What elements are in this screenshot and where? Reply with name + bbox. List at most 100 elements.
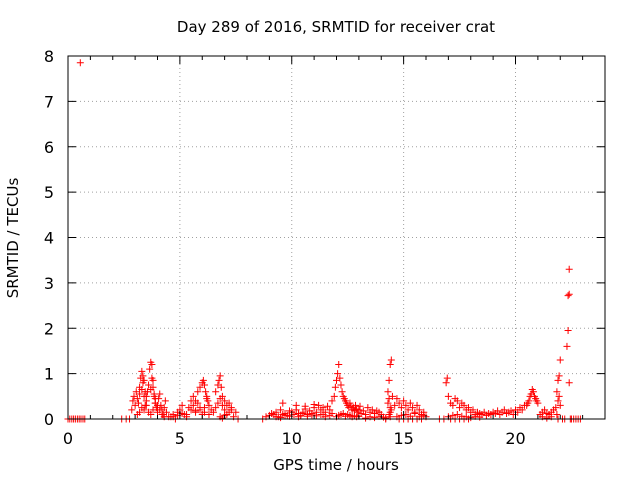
data-point [525,397,533,405]
data-point [335,361,343,369]
y-tick-label: 8 [44,47,54,66]
data-point [299,410,307,418]
y-tick-label: 6 [44,138,54,157]
data-point [277,414,285,422]
data-point [202,388,210,396]
data-point [136,390,144,398]
data-point [149,383,157,391]
data-point [534,399,542,407]
y-tick-label: 7 [44,92,54,111]
data-point [150,390,158,398]
data-point [128,406,136,414]
x-tick-label: 5 [175,429,185,448]
data-point [552,404,560,412]
x-tick-label: 20 [505,429,525,448]
chart-title: Day 289 of 2016, SRMTID for receiver cra… [177,18,495,36]
data-point [442,379,450,387]
axis-ticks [67,55,605,420]
data-point [134,399,142,407]
data-point [334,370,342,378]
data-point [494,407,502,415]
data-point [543,414,551,422]
data-point [192,397,200,405]
data-point [292,401,300,409]
data-point [563,342,571,350]
data-point [178,401,186,409]
data-point [160,404,168,412]
data-point [221,397,229,405]
data-point [136,408,144,416]
data-point [200,381,208,389]
data-point [393,395,401,403]
data-point [141,388,149,396]
data-point [145,381,153,389]
data-point [317,410,325,418]
data-point [139,372,147,380]
y-tick-label: 2 [44,319,54,338]
data-point [460,401,468,409]
data-point [500,406,508,414]
data-point [199,376,207,384]
y-tick-labels: 0 1 2 3 4 5 6 7 8 [44,47,54,429]
y-tick-label: 3 [44,274,54,293]
data-point [362,414,370,422]
data-point [161,397,169,405]
data-point [324,402,332,410]
data-point [196,404,204,412]
data-point [565,265,573,273]
data-point [406,399,414,407]
data-point [556,401,564,409]
data-point [205,410,213,418]
x-tick-label: 10 [282,429,302,448]
data-point [400,397,408,405]
data-point [216,372,224,380]
data-point [142,401,150,409]
data-point [507,407,515,415]
data-point [385,395,393,403]
data-point [148,361,156,369]
data-point [384,388,392,396]
data-point [387,406,395,414]
data-point [146,365,154,373]
data-point [227,406,235,414]
data-point [214,399,222,407]
data-point [413,401,421,409]
data-point [281,411,289,419]
data-point [196,383,204,391]
data-point [330,392,338,400]
data-point [565,290,573,298]
data-point [315,401,323,409]
data-point [553,388,561,396]
data-point [564,292,572,300]
data-point [368,406,376,414]
x-tick-label: 15 [393,429,413,448]
data-point [140,376,148,384]
data-point [554,376,562,384]
data-point [156,406,164,414]
data-point [76,59,84,67]
data-point [142,392,150,400]
data-point [189,392,197,400]
data-point [147,410,155,418]
y-tick-label: 1 [44,365,54,384]
data-point [529,388,537,396]
x-tick-labels: 0 5 10 15 20 [63,429,526,448]
data-point [397,404,405,412]
data-point [277,406,285,414]
data-point [194,388,202,396]
data-point [336,374,344,382]
data-point [371,414,379,422]
data-point [564,327,572,335]
data-point [556,356,564,364]
data-point [162,408,170,416]
data-point [328,397,336,405]
data-point [453,397,461,405]
data-point [346,399,354,407]
data-point [415,406,423,414]
data-point [518,406,526,414]
data-point [555,392,563,400]
data-point [465,404,473,412]
data-point [183,410,191,418]
data-point [319,404,327,412]
